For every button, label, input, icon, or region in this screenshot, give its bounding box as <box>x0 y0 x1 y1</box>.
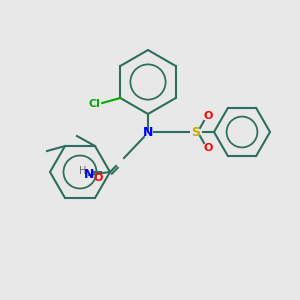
Text: O: O <box>203 111 213 121</box>
Text: Cl: Cl <box>88 99 100 109</box>
Text: H: H <box>79 166 87 176</box>
Text: N: N <box>143 125 153 139</box>
Text: O: O <box>203 143 213 153</box>
Text: N: N <box>84 169 94 182</box>
Text: O: O <box>93 173 103 183</box>
Text: S: S <box>191 125 200 139</box>
